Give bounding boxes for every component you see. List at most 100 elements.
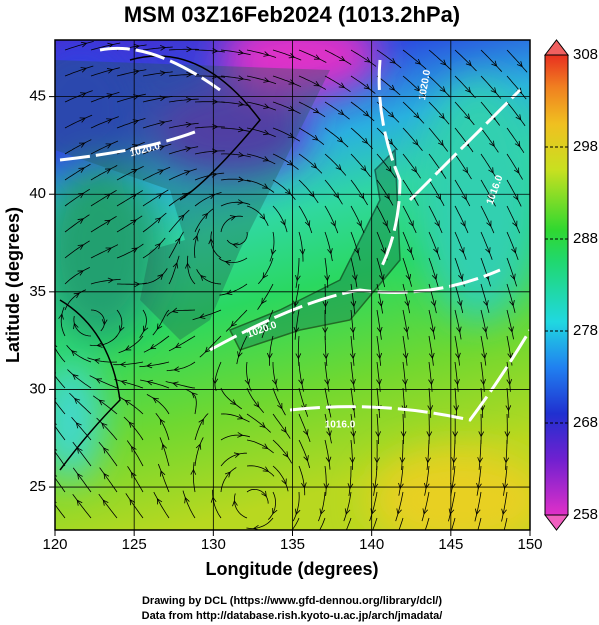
stream-arrow	[184, 262, 191, 269]
stream-arrow	[465, 86, 472, 93]
y-tick-label: 40	[29, 185, 46, 202]
stream-arrow	[262, 183, 269, 189]
stream-arrow	[171, 307, 179, 314]
stream-arrow	[145, 362, 153, 369]
streamline	[214, 361, 222, 392]
stream-arrow	[237, 101, 245, 107]
stream-arrow	[395, 534, 400, 540]
stream-arrow	[263, 103, 270, 109]
streamline	[152, 309, 170, 336]
stream-arrow	[186, 96, 193, 103]
stream-arrow	[337, 136, 344, 143]
streamline	[168, 122, 199, 129]
stream-arrow	[263, 77, 270, 83]
stream-arrow	[339, 55, 346, 62]
streamline	[64, 90, 93, 103]
streamline	[142, 71, 173, 77]
stream-arrow	[308, 191, 315, 198]
stream-arrow	[195, 443, 202, 450]
stream-arrow	[152, 397, 159, 404]
streamline	[257, 257, 274, 285]
stream-arrow	[439, 86, 446, 93]
stream-arrow	[429, 326, 436, 333]
stream-arrow	[451, 457, 457, 464]
streamline	[269, 231, 275, 262]
streamline	[350, 101, 375, 122]
stream-arrow	[80, 67, 87, 73]
stream-arrow	[457, 300, 463, 307]
credit: Drawing by DCL (https://www.gfd-dennou.o…	[142, 595, 442, 607]
streamline	[272, 153, 299, 170]
stream-arrow	[358, 192, 365, 200]
stream-arrow	[414, 85, 421, 92]
stream-arrow	[423, 482, 430, 490]
colorbar-min-arrow	[543, 514, 570, 531]
x-tick-label: 120	[42, 536, 67, 553]
streamline	[168, 255, 180, 285]
streamline	[298, 231, 304, 262]
streamline	[324, 127, 349, 148]
stream-arrow	[312, 134, 319, 141]
streamline	[212, 489, 222, 519]
stream-arrow	[103, 447, 109, 454]
streamline	[402, 127, 423, 152]
stream-arrow	[389, 58, 396, 64]
stream-arrow	[477, 457, 483, 464]
stream-arrow	[174, 237, 181, 244]
streamline	[142, 237, 166, 259]
stream-arrow	[74, 397, 81, 404]
streamline	[92, 395, 118, 415]
streamline	[324, 101, 350, 120]
stream-arrow	[325, 456, 332, 463]
stream-arrow	[453, 405, 460, 412]
streamline	[87, 357, 118, 363]
streamline	[428, 179, 445, 207]
streamline	[324, 257, 329, 288]
streamline	[261, 309, 274, 339]
stream-arrow	[376, 326, 383, 334]
stream-arrow	[288, 79, 295, 85]
stream-arrow	[75, 422, 82, 429]
streamline	[424, 465, 430, 496]
streamline	[324, 75, 351, 93]
streamline	[89, 375, 118, 389]
streamline	[90, 215, 117, 233]
stream-arrow	[237, 176, 245, 183]
colorbar-tick-label: 258	[573, 506, 598, 523]
streamline	[501, 491, 508, 522]
stream-arrow	[311, 162, 318, 169]
streamline	[398, 465, 404, 496]
streamline	[246, 465, 275, 477]
streamline	[402, 205, 417, 234]
streamline	[350, 309, 355, 340]
stream-arrow	[487, 193, 493, 201]
stream-arrow	[131, 471, 137, 479]
stream-arrow	[212, 47, 219, 54]
streamline	[428, 361, 433, 392]
streamline	[402, 387, 406, 418]
stream-arrow	[78, 167, 85, 173]
streamline	[194, 228, 201, 259]
streamline	[428, 49, 452, 71]
streamline	[454, 387, 457, 419]
streamline	[350, 205, 365, 234]
streamline	[402, 231, 415, 261]
stream-arrow	[481, 352, 487, 360]
stream-arrow	[362, 137, 369, 144]
streamline	[168, 209, 190, 233]
stream-arrow	[389, 84, 396, 91]
streamline	[506, 257, 518, 287]
streamline	[298, 49, 327, 63]
stream-arrow	[159, 120, 166, 126]
stream-arrow	[131, 247, 138, 254]
streamline	[246, 127, 276, 138]
streamline	[451, 517, 456, 530]
stream-arrow	[456, 326, 462, 333]
streamline	[298, 439, 311, 469]
stream-arrow	[502, 482, 509, 490]
streamline	[324, 387, 332, 418]
stream-arrow	[326, 430, 332, 437]
stream-arrow	[160, 45, 167, 51]
stream-arrow	[516, 61, 523, 68]
stream-arrow	[106, 68, 114, 74]
